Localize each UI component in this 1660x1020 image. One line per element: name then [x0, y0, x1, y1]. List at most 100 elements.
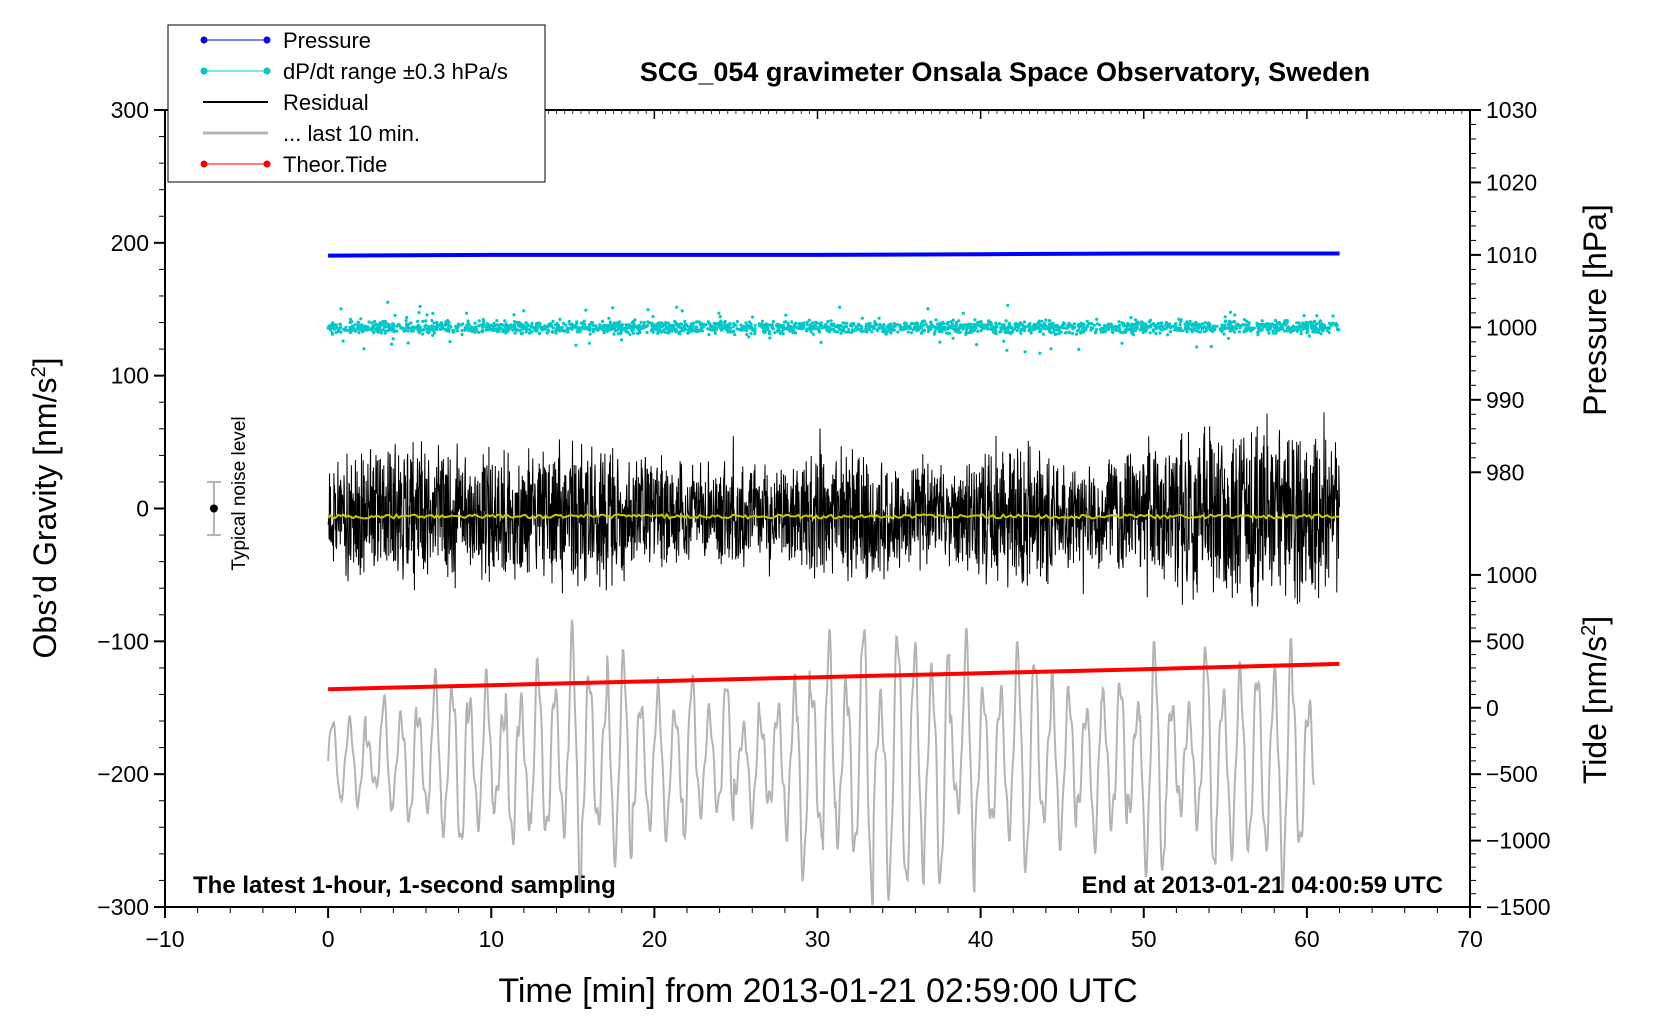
dpdt-point: [1004, 319, 1008, 323]
dpdt-point: [906, 330, 910, 334]
y-tick-label-left: −200: [97, 761, 149, 787]
dpdt-point: [373, 319, 377, 323]
dpdt-point: [612, 327, 616, 331]
dpdt-point: [847, 328, 851, 332]
dpdt-point: [1023, 350, 1027, 354]
dpdt-point: [826, 319, 830, 324]
dpdt-point: [1133, 318, 1138, 322]
dpdt-point: [818, 325, 823, 329]
dpdt-point: [632, 319, 636, 323]
dpdt-point: [749, 324, 753, 328]
dpdt-point: [395, 329, 399, 333]
dpdt-point: [1090, 322, 1094, 326]
dpdt-point: [456, 325, 460, 329]
dpdt-point: [563, 329, 567, 333]
dpdt-point: [1179, 329, 1183, 333]
dpdt-point: [359, 317, 363, 321]
dpdt-point: [1002, 339, 1006, 343]
dpdt-point: [1243, 323, 1247, 327]
dpdt-point: [530, 321, 534, 325]
dpdt-point: [949, 320, 953, 324]
dpdt-point: [1242, 330, 1246, 334]
dpdt-point: [937, 329, 941, 333]
dpdt-point: [482, 319, 486, 324]
dpdt-point: [590, 321, 595, 325]
dpdt-point: [839, 331, 843, 335]
dpdt-point: [650, 321, 654, 325]
dpdt-point: [838, 305, 842, 309]
x-axis-label: Time [min] from 2013-01-21 02:59:00 UTC: [498, 972, 1137, 1010]
dpdt-point: [356, 323, 360, 327]
dpdt-point: [1201, 327, 1205, 331]
dpdt-point: [751, 328, 755, 332]
dpdt-point: [1232, 319, 1236, 324]
dpdt-point: [594, 324, 598, 328]
dpdt-point: [1059, 330, 1063, 334]
dpdt-point: [424, 319, 428, 323]
dpdt-point: [934, 318, 938, 322]
dpdt-point: [591, 323, 595, 328]
dpdt-point: [1049, 347, 1053, 351]
dpdt-point: [1040, 319, 1044, 323]
dpdt-point: [868, 327, 872, 332]
y-axis-label-tide-end: ]: [1577, 616, 1613, 625]
dpdt-point: [731, 329, 735, 334]
dpdt-point: [1260, 319, 1264, 323]
dpdt-point: [1156, 321, 1160, 325]
dpdt-point: [339, 307, 343, 311]
dpdt-point: [1232, 330, 1237, 334]
dpdt-point: [753, 332, 757, 336]
dpdt-point: [831, 327, 836, 331]
dpdt-point: [391, 337, 395, 341]
dpdt-point: [1079, 321, 1083, 325]
dpdt-point: [824, 325, 828, 329]
dpdt-point: [1209, 344, 1213, 349]
dpdt-point: [1154, 332, 1158, 336]
dpdt-point: [503, 319, 507, 323]
legend-marker: [200, 160, 208, 168]
dpdt-point: [671, 324, 676, 328]
dpdt-point: [872, 326, 877, 330]
dpdt-point: [854, 327, 858, 331]
dpdt-point: [436, 324, 440, 328]
dpdt-point: [1283, 321, 1287, 325]
dpdt-point: [1144, 329, 1148, 333]
dpdt-point: [527, 324, 531, 328]
dpdt-point: [979, 320, 983, 324]
dpdt-point: [788, 324, 793, 328]
dpdt-point: [999, 329, 1003, 333]
y-tick-label-pressure: 1000: [1486, 314, 1537, 340]
dpdt-point: [686, 331, 690, 335]
dpdt-point: [359, 323, 363, 328]
dpdt-point: [463, 328, 467, 332]
dpdt-point: [646, 308, 650, 312]
dpdt-point: [826, 326, 831, 330]
dpdt-point: [616, 332, 620, 336]
dpdt-point: [465, 311, 469, 315]
dpdt-point: [405, 325, 409, 329]
dpdt-point: [515, 320, 519, 325]
dpdt-point: [680, 309, 684, 313]
dpdt-point: [1134, 321, 1138, 325]
dpdt-point: [1196, 324, 1200, 328]
dpdt-point: [1319, 332, 1323, 336]
series-residual-line: [327, 412, 1340, 607]
dpdt-point: [944, 326, 948, 330]
dpdt-point: [1050, 324, 1054, 328]
dpdt-point: [1222, 324, 1226, 328]
dpdt-point: [435, 320, 439, 324]
dpdt-point: [684, 322, 688, 326]
dpdt-point: [1256, 326, 1260, 330]
dpdt-point: [548, 324, 553, 328]
dpdt-point: [1208, 325, 1212, 329]
dpdt-point: [706, 320, 710, 324]
dpdt-point: [811, 332, 815, 336]
dpdt-point: [805, 320, 809, 324]
dpdt-point: [499, 326, 503, 331]
dpdt-point: [561, 321, 566, 326]
dpdt-point: [358, 327, 362, 331]
dpdt-point: [679, 322, 683, 326]
legend-label: ... last 10 min.: [283, 121, 420, 146]
dpdt-point: [331, 322, 335, 326]
dpdt-point: [1224, 319, 1228, 323]
